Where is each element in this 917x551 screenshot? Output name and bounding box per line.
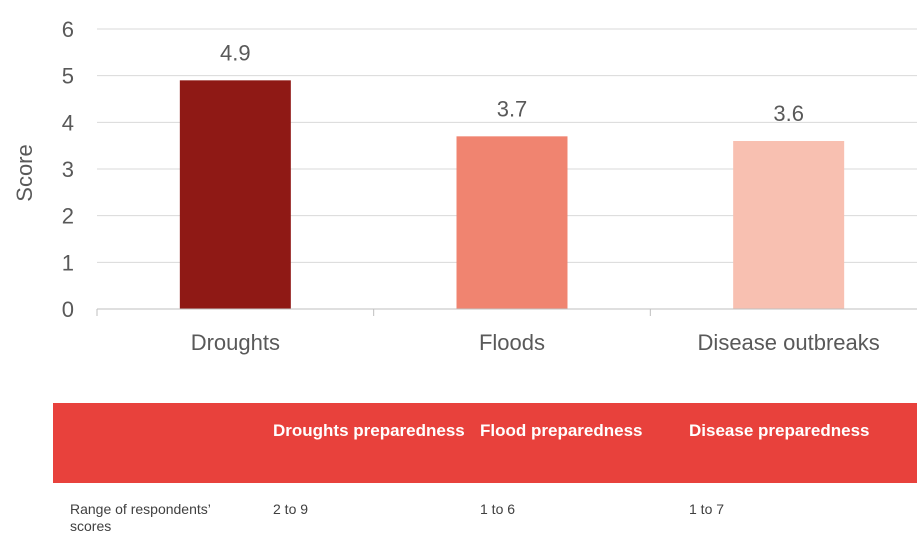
x-tick-label: Disease outbreaks [698,330,880,355]
data-label: 3.6 [773,101,804,126]
y-tick-label: 3 [62,157,74,182]
table-cell-flood: 1 to 6 [480,501,516,517]
y-tick-label: 5 [62,64,74,89]
bar-chart: 4.9 3.7 3.6 0 1 2 3 4 5 6 Droughts Floods Disease … [12,17,917,355]
y-tick-label: 1 [62,250,74,275]
bars [179,80,845,309]
x-axis: Droughts Floods Disease outbreaks [96,308,917,355]
table-row: Range of respondents’ scores 2 to 9 1 to… [53,501,917,551]
table-cell-disease: 1 to 7 [689,501,725,517]
y-axis-title: Score [12,144,37,201]
x-tick-label: Floods [479,330,545,355]
data-label: 3.7 [497,96,528,121]
bar [733,141,845,309]
y-tick-label: 2 [62,204,74,229]
table-cell-droughts: 2 to 9 [273,501,309,517]
table-header-disease: Disease preparedness [689,421,870,440]
table-row-label: Range of respondents’ scores [70,501,211,534]
y-tick-label: 4 [62,110,74,135]
x-tick-label: Droughts [191,330,280,355]
table-header-flood: Flood preparedness [480,421,643,440]
bar [456,136,568,309]
y-axis-ticks: 0 1 2 3 4 5 6 [62,17,74,322]
table-header-row: Droughts preparedness Flood preparedness… [53,403,917,483]
table-header-droughts: Droughts preparedness [273,421,465,440]
y-tick-label: 6 [62,17,74,42]
value-labels: 4.9 3.7 3.6 [220,40,804,126]
data-label: 4.9 [220,40,251,65]
bar [179,80,291,309]
y-tick-label: 0 [62,297,74,322]
